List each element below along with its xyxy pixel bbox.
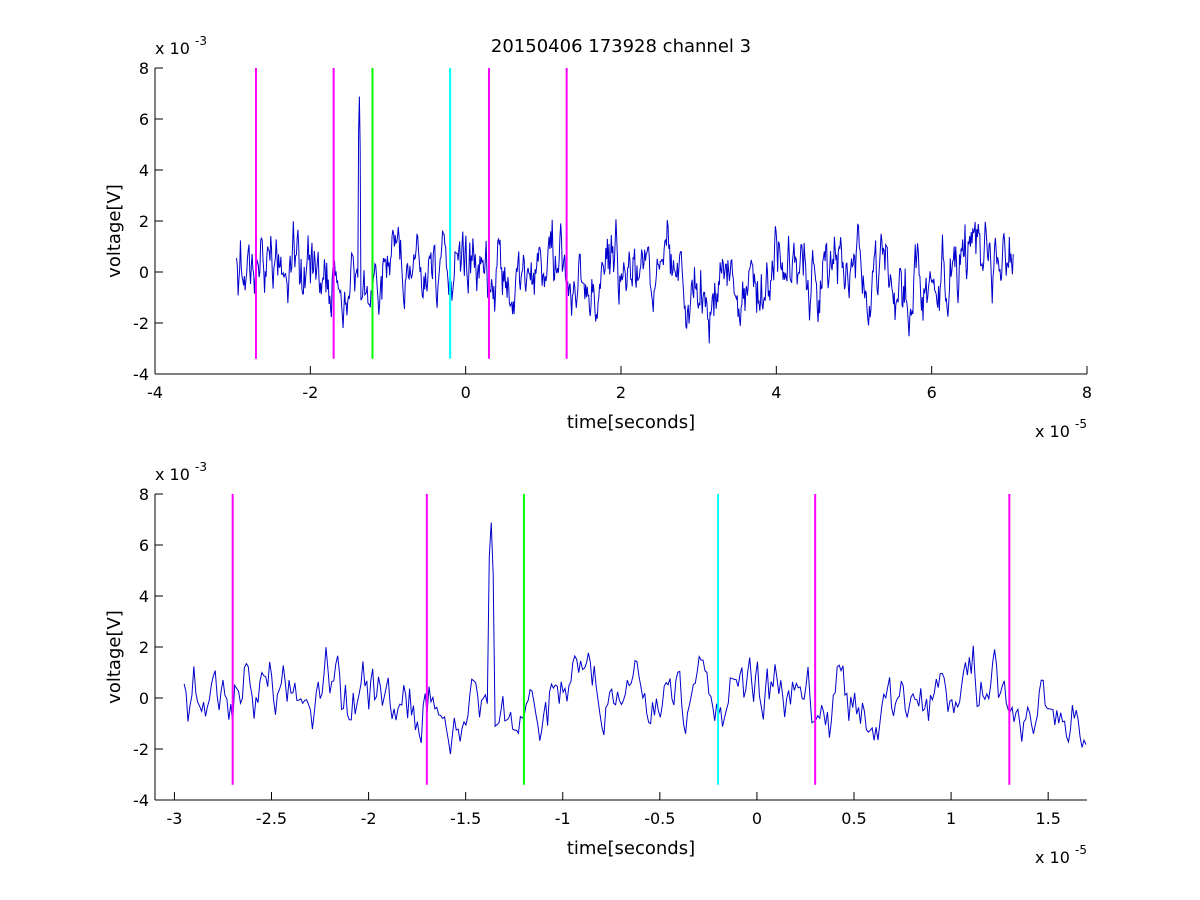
x-multiplier: x 10 [1035, 848, 1075, 867]
x-tick-label: -4 [147, 383, 163, 402]
x-tick-label: -2 [302, 383, 318, 402]
x-tick-label: 4 [771, 383, 781, 402]
x-tick-label: 2 [616, 383, 626, 402]
y-exponent: -3 [195, 34, 207, 48]
y-tick-label: 2 [139, 212, 149, 231]
x-tick-label: -2 [361, 809, 377, 828]
x-exponent: -5 [1075, 843, 1087, 857]
x-multiplier: x 10 [1035, 422, 1075, 441]
y-tick-label: -4 [133, 791, 149, 810]
y-tick-label: -2 [133, 740, 149, 759]
x-tick-label: 1 [946, 809, 956, 828]
y-tick-label: 0 [139, 689, 149, 708]
y-multiplier: x 10 [155, 39, 195, 58]
x-tick-label: -1 [555, 809, 571, 828]
y-exponent-label: x 10 -3 [155, 460, 207, 484]
x-tick-label: 6 [927, 383, 937, 402]
y-tick-label: 4 [139, 587, 149, 606]
x-tick-label: 0 [461, 383, 471, 402]
y-multiplier: x 10 [155, 465, 195, 484]
x-tick-label: 1.5 [1035, 809, 1060, 828]
y-tick-label: 8 [139, 59, 149, 78]
x-tick-label: 0.5 [841, 809, 866, 828]
x-exponent-label: x 10 -5 [1035, 417, 1087, 441]
x-tick-label: -2.5 [256, 809, 287, 828]
chart-title: 20150406 173928 channel 3 [491, 36, 751, 57]
x-axis-label: time[seconds] [567, 412, 695, 433]
x-tick-label: -1.5 [450, 809, 481, 828]
signal-trace [236, 96, 1014, 344]
x-axis-label: time[seconds] [567, 838, 695, 859]
y-exponent: -3 [195, 460, 207, 474]
x-exponent-label: x 10 -5 [1035, 843, 1087, 867]
y-tick-label: 6 [139, 110, 149, 129]
y-axis-label: voltage[V] [104, 184, 125, 278]
y-axis-label: voltage[V] [104, 610, 125, 704]
bottom-plot-panel: -3 -2.5 -2 -1.5 -1 -0.5 0 0.5 1 1.5 -4 -2 0 2 4 6 8 time[… [104, 460, 1087, 867]
x-tick-label: 0 [752, 809, 762, 828]
x-tick-label: 8 [1082, 383, 1092, 402]
y-tick-label: -2 [133, 314, 149, 333]
y-exponent-label: x 10 -3 [155, 34, 207, 58]
y-tick-label: 6 [139, 536, 149, 555]
x-exponent: -5 [1075, 417, 1087, 431]
y-tick-label: 8 [139, 485, 149, 504]
y-tick-label: -4 [133, 365, 149, 384]
y-tick-label: 2 [139, 638, 149, 657]
y-tick-label: 4 [139, 161, 149, 180]
top-plot-panel: -4 -2 0 2 4 6 8 -4 -2 0 2 4 6 8 time[seconds] voltage[V… [104, 34, 1092, 441]
signal-trace [183, 522, 1087, 755]
y-tick-label: 0 [139, 263, 149, 282]
x-tick-label: -0.5 [644, 809, 675, 828]
x-tick-label: -3 [166, 809, 182, 828]
